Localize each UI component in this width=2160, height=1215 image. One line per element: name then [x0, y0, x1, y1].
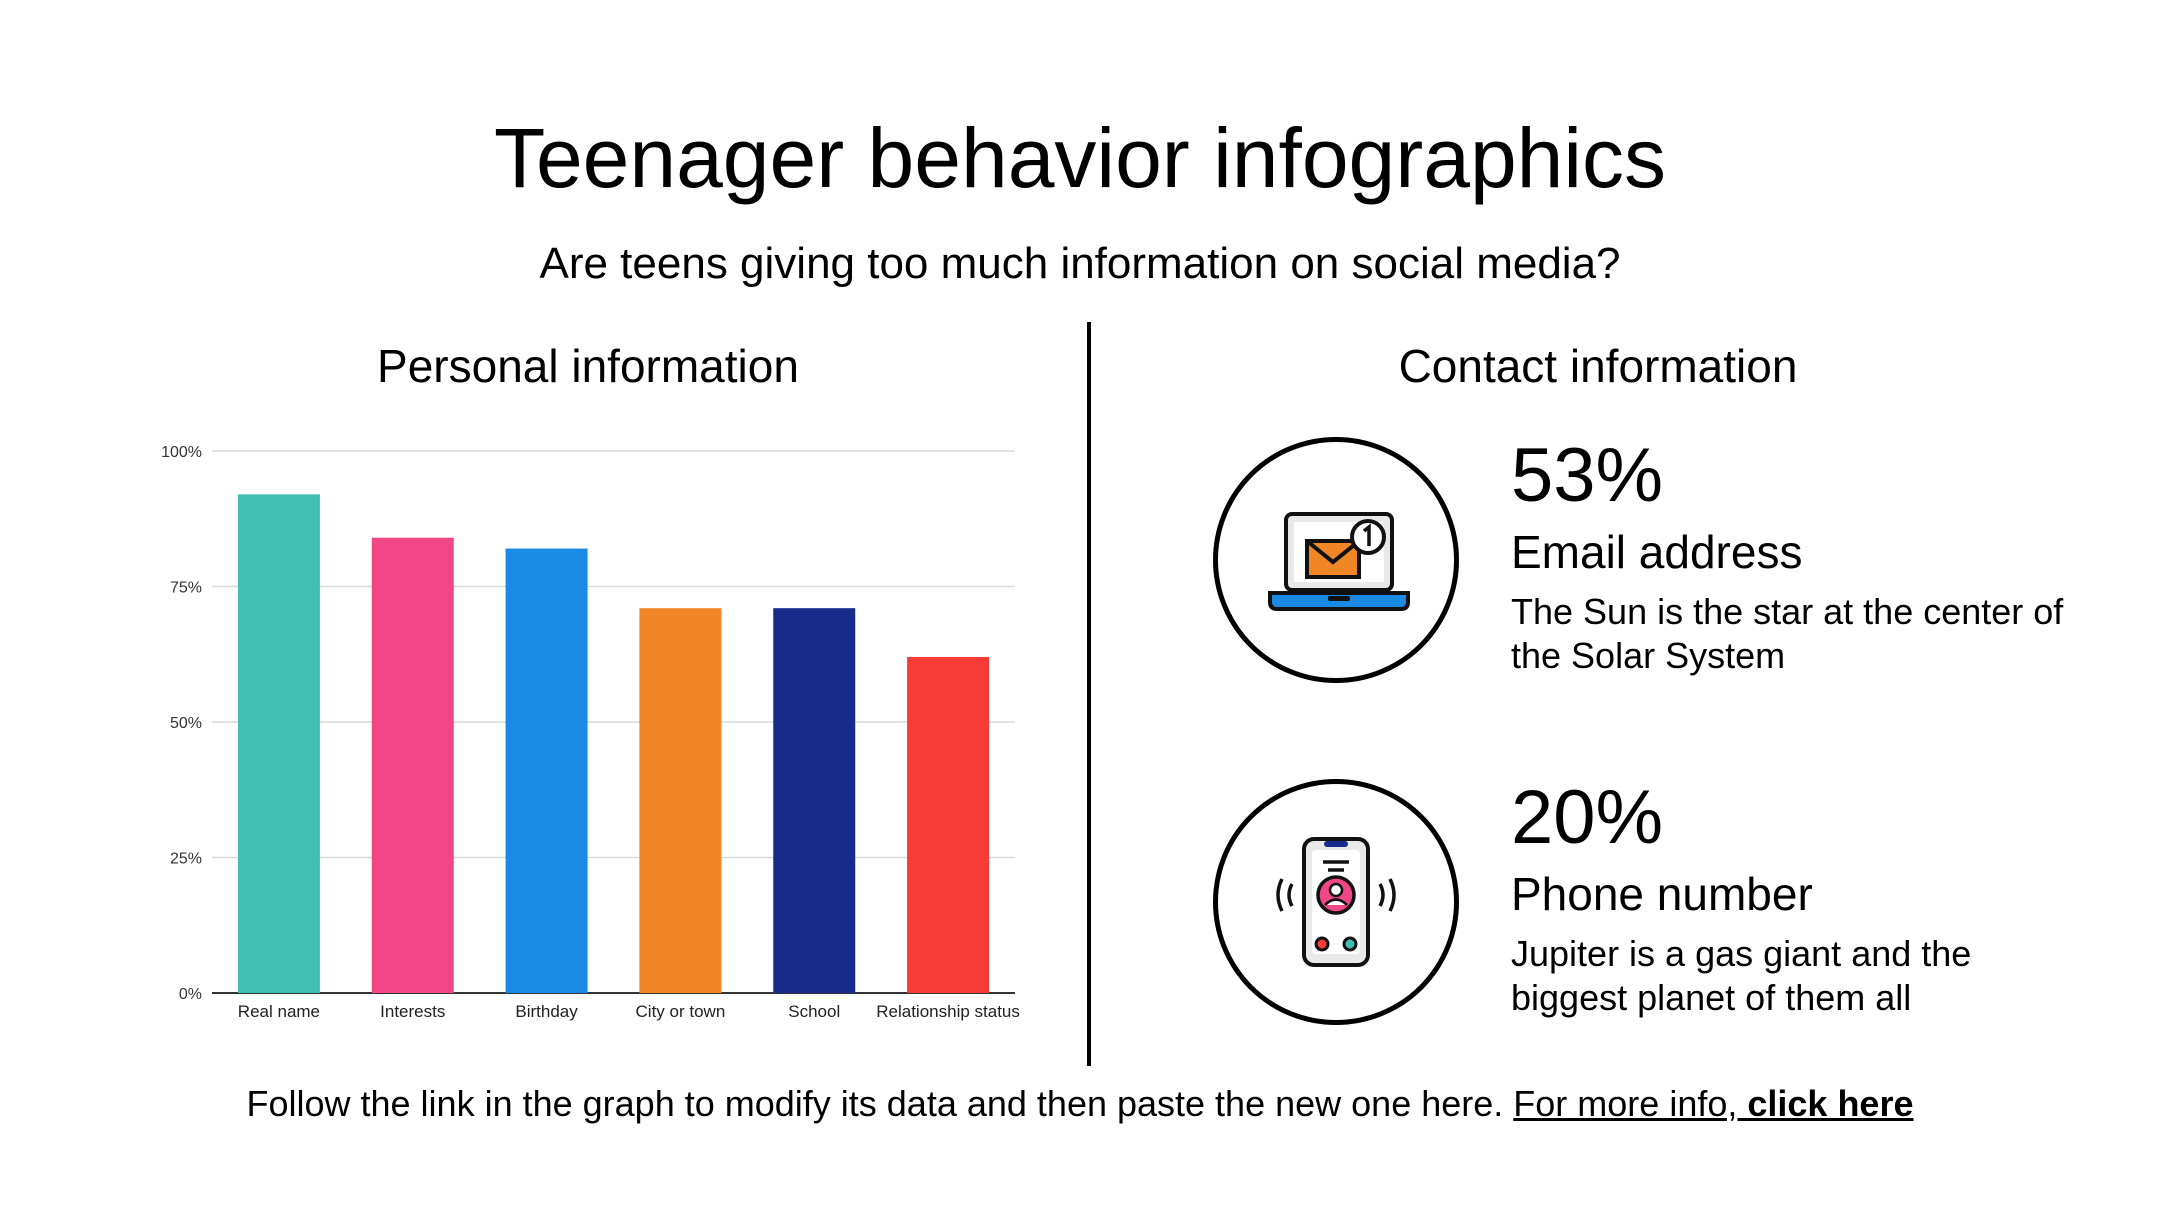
email-stat-label: Email address — [1511, 526, 1803, 578]
bar — [371, 537, 454, 993]
page-title: Teenager behavior infographics — [493, 111, 1667, 205]
y-tick-label: 75% — [170, 580, 202, 597]
bar — [773, 608, 856, 993]
personal-info-heading: Personal information — [377, 340, 799, 392]
y-tick-label: 0% — [179, 986, 202, 1003]
click-here-link-text: click here — [1747, 1083, 1914, 1124]
bar — [505, 548, 588, 993]
contact-info-heading: Contact information — [1398, 340, 1798, 392]
email-laptop-icon — [1268, 512, 1410, 611]
y-tick-label: 50% — [170, 715, 202, 732]
bar — [907, 656, 990, 993]
x-tick-label: Birthday — [515, 1002, 578, 1021]
x-tick-label: Relationship status — [876, 1002, 1020, 1021]
email-stat-value: 53% — [1511, 433, 1664, 518]
bar — [639, 608, 722, 993]
phone-stat-description: Jupiter is a gas giant and the biggest p… — [1511, 933, 1972, 1018]
page-subtitle: Are teens giving too much information on… — [539, 239, 1621, 288]
footer-note: Follow the link in the graph to modify i… — [0, 1082, 2160, 1126]
y-tick-label: 25% — [170, 851, 202, 868]
phone-icon-circle — [1213, 779, 1459, 1025]
more-info-link[interactable]: For more info, click here — [1513, 1083, 1913, 1124]
email-icon-circle — [1213, 437, 1459, 683]
footer-text: Follow the link in the graph to modify i… — [246, 1083, 1504, 1124]
phone-stat-label: Phone number — [1511, 868, 1813, 920]
x-tick-label: Interests — [380, 1002, 445, 1021]
email-stat-description: The Sun is the star at the center of the… — [1511, 591, 2064, 676]
smartphone-call-icon — [1276, 837, 1396, 967]
section-divider — [1087, 322, 1091, 1066]
x-tick-label: School — [788, 1002, 840, 1021]
x-tick-label: City or town — [636, 1002, 726, 1021]
more-info-link-prefix: For more info, — [1513, 1083, 1748, 1124]
x-tick-label: Real name — [238, 1002, 320, 1021]
y-tick-label: 100% — [161, 444, 202, 461]
phone-stat-value: 20% — [1511, 775, 1664, 860]
personal-info-bar-chart: 0% 25% 50% 75% 100% Real name Interests Birthda… — [161, 444, 1020, 1021]
bar — [237, 494, 320, 993]
